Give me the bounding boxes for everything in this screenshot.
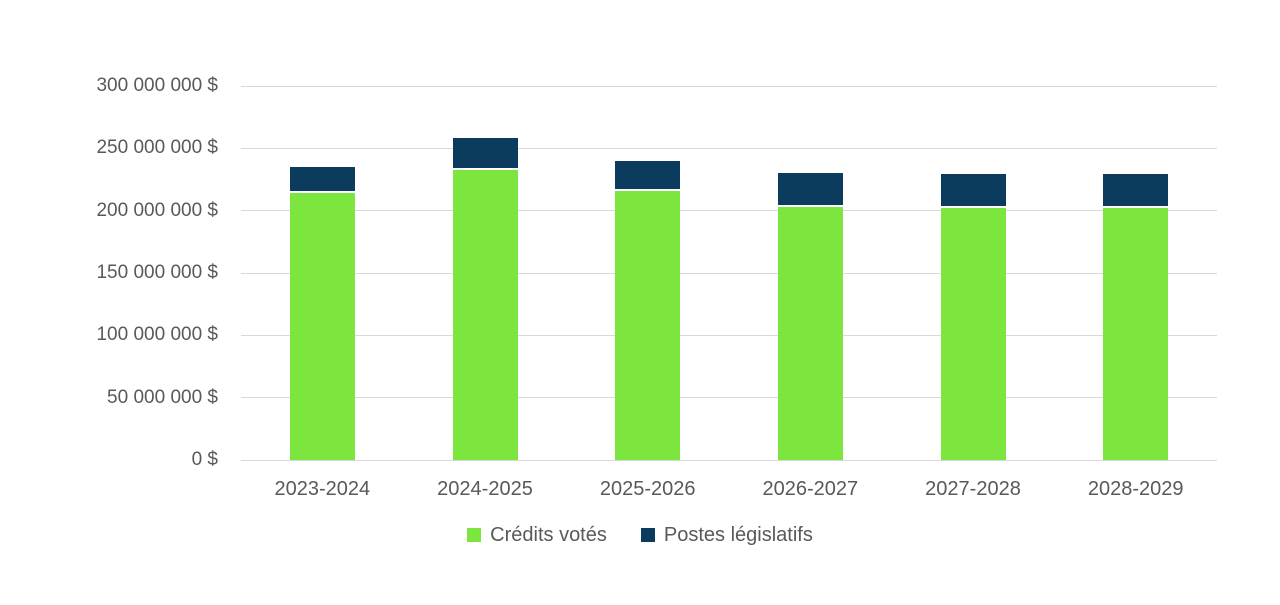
bar-segment-postes-legislatifs-2025-2026 <box>615 161 681 189</box>
green-square-icon <box>467 528 482 542</box>
y-tick-label: 100 000 000 $ <box>96 324 218 346</box>
y-tick-label: 200 000 000 $ <box>96 199 218 221</box>
bar-segment-credits-votes-2026-2027 <box>777 207 843 460</box>
bar-segment-postes-legislatifs-2028-2029 <box>1103 174 1169 206</box>
x-tick-label: 2027-2028 <box>925 478 1021 500</box>
legend-item: Postes législatifs <box>640 523 813 547</box>
bar-segment-postes-legislatifs-2026-2027 <box>777 173 843 205</box>
legend-label: Postes législatifs <box>663 523 813 546</box>
navy-square-icon <box>640 528 655 542</box>
y-tick-label: 300 000 000 $ <box>96 75 218 96</box>
bar-segment-postes-legislatifs-2023-2024 <box>289 167 355 191</box>
gridline <box>241 397 1217 399</box>
legend-label: Crédits votés <box>490 523 607 546</box>
bar-segment-credits-votes-2023-2024 <box>289 193 355 460</box>
gridline <box>241 210 1217 212</box>
gridline <box>241 85 1217 87</box>
y-tick-label: 250 000 000 $ <box>96 137 218 159</box>
y-tick-label: 50 000 000 $ <box>107 386 218 408</box>
gridline <box>241 147 1217 149</box>
y-tick-label: 150 000 000 $ <box>96 262 218 283</box>
x-tick-label: 2028-2029 <box>1087 478 1184 500</box>
y-tick-label: 0 $ <box>191 449 218 470</box>
bar-segment-postes-legislatifs-2024-2025 <box>452 138 518 168</box>
legend-item: Crédits votés <box>467 524 607 547</box>
x-tick-label: 2023-2024 <box>274 478 371 500</box>
bar-segment-postes-legislatifs-2027-2028 <box>940 174 1006 206</box>
gridline <box>241 459 1217 461</box>
gridline <box>241 334 1217 336</box>
bar-segment-credits-votes-2027-2028 <box>940 208 1006 460</box>
bar-segment-credits-votes-2024-2025 <box>452 170 518 460</box>
gridline <box>241 272 1217 274</box>
x-tick-label: 2025-2026 <box>599 478 696 500</box>
bar-segment-credits-votes-2025-2026 <box>615 191 681 460</box>
legend: Crédits votés Postes législatifs <box>0 523 1280 547</box>
x-tick-label: 2026-2027 <box>762 478 859 500</box>
x-tick-label: 2024-2025 <box>437 478 533 500</box>
bar-segment-credits-votes-2028-2029 <box>1103 208 1169 460</box>
